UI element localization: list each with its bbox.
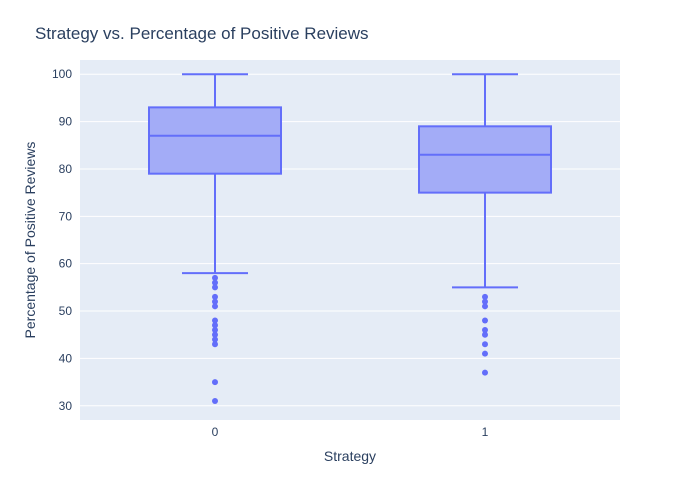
outlier-point [482, 303, 488, 310]
outlier-point [482, 369, 488, 376]
x-tick-label: 0 [212, 425, 219, 439]
outlier-point [212, 336, 218, 343]
y-tick-labels: 30 40 50 60 70 80 90 100 [52, 67, 72, 413]
y-axis-title: Percentage of Positive Reviews [22, 142, 38, 339]
outlier-point [212, 379, 218, 386]
outlier-point [212, 284, 218, 291]
outlier-point [212, 327, 218, 333]
y-tick-label: 100 [52, 67, 72, 81]
outlier-point [482, 327, 488, 333]
outlier-point [212, 274, 218, 281]
chart-title: Strategy vs. Percentage of Positive Revi… [35, 24, 369, 43]
outlier-point [482, 341, 488, 348]
y-tick-label: 50 [59, 304, 73, 318]
box-group [148, 73, 282, 405]
outlier-point [212, 398, 218, 405]
outlier-point [482, 293, 488, 300]
outlier-point [212, 303, 218, 310]
y-tick-label: 60 [59, 257, 73, 271]
outlier-point [482, 331, 488, 338]
box-group [418, 73, 552, 376]
outlier-point [212, 341, 218, 348]
box-series [148, 73, 552, 405]
outlier-point [212, 293, 218, 300]
y-tick-label: 40 [59, 351, 73, 365]
iqr-box [148, 106, 282, 175]
outlier-point [212, 317, 218, 324]
iqr-box [418, 125, 552, 194]
outlier-point [212, 322, 218, 329]
x-axis-title: Strategy [324, 448, 376, 464]
outlier-point [212, 279, 218, 286]
outlier-point [212, 331, 218, 338]
outlier-point [482, 317, 488, 324]
y-tick-label: 70 [59, 209, 73, 223]
y-tick-label: 80 [59, 162, 73, 176]
outlier-point [212, 298, 218, 305]
y-tick-label: 30 [59, 399, 73, 413]
y-tick-label: 90 [59, 115, 73, 129]
outlier-point [482, 350, 488, 357]
x-tick-label: 1 [482, 425, 489, 439]
outlier-point [482, 298, 488, 305]
